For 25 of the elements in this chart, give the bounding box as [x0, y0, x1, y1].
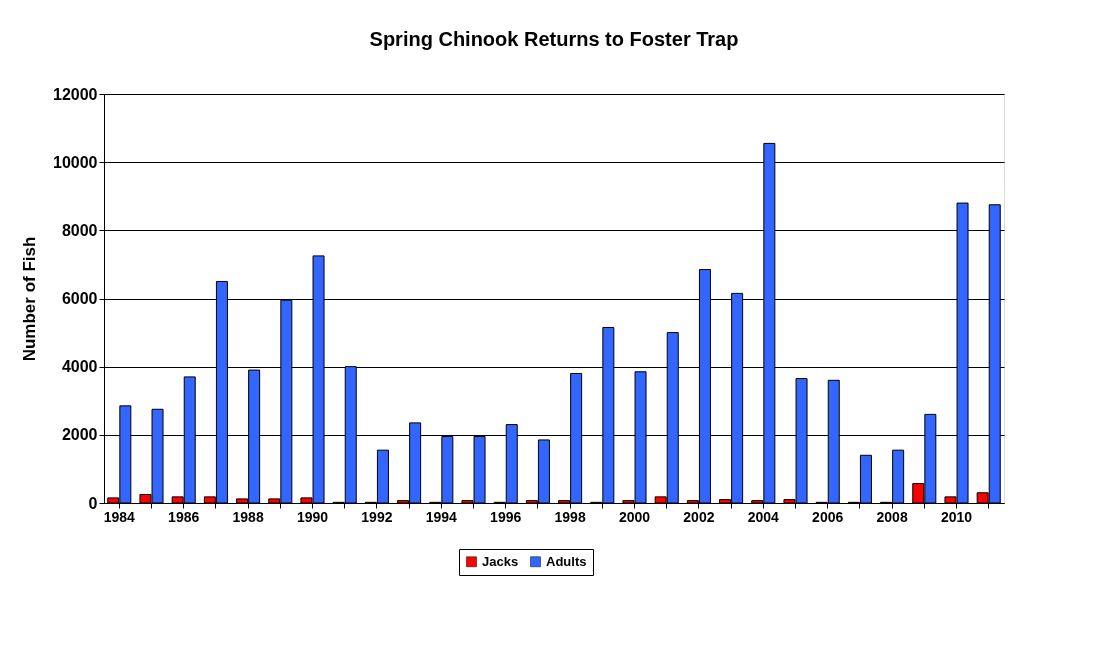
y-axis-title: Number of Fish	[20, 236, 40, 362]
x-tick-label: 2006	[812, 508, 844, 525]
chart-title: Spring Chinook Returns to Foster Trap	[369, 28, 739, 50]
x-tick-label: 2000	[618, 508, 651, 525]
y-tick-label: 6000	[61, 290, 98, 307]
x-tick-label: 2008	[876, 508, 908, 525]
y-tick-label: 12000	[53, 85, 98, 103]
y-tick-label: 2000	[61, 426, 98, 444]
x-tick-label: 1988	[232, 508, 264, 525]
x-tick-label: 2002	[683, 508, 715, 525]
y-tick-label: 8000	[61, 221, 98, 239]
y-tick-label: 4000	[61, 358, 98, 376]
legend-label: Jacks	[482, 553, 519, 569]
x-tick-label: 2010	[940, 508, 973, 525]
legend-label: Adults	[546, 553, 587, 569]
x-tick-label: 1984	[103, 508, 136, 525]
x-tick-label: 1992	[361, 508, 393, 525]
x-tick-label: 2004	[747, 508, 780, 525]
y-tick-label: 0	[88, 494, 98, 512]
x-tick-label: 1990	[296, 508, 329, 525]
x-tick-label: 1994	[425, 508, 458, 525]
x-tick-label: 1996	[490, 508, 522, 525]
x-tick-label: 1986	[168, 508, 200, 525]
x-tick-label: 1998	[554, 508, 586, 525]
y-tick-label: 10000	[53, 153, 98, 171]
